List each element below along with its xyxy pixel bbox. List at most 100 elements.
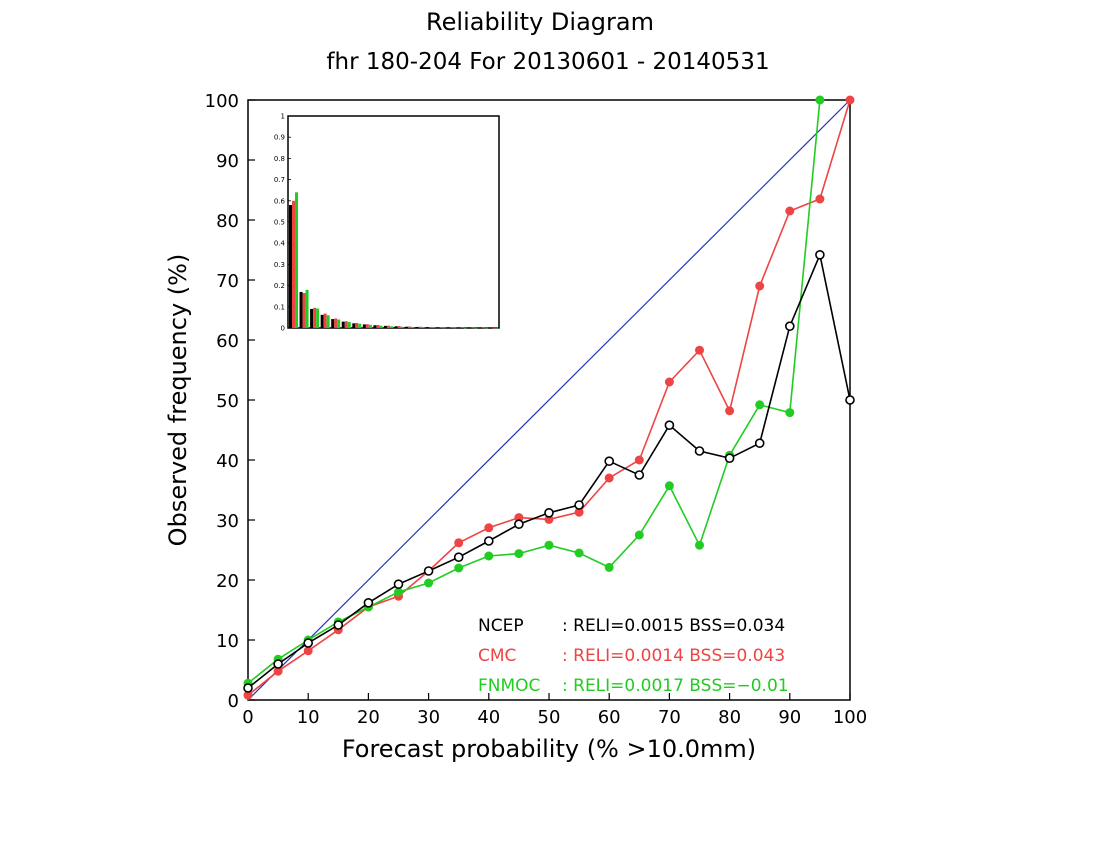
inset-bar-fnmoc xyxy=(326,315,330,328)
inset-y-tick-label: 0.5 xyxy=(274,219,285,227)
legend-stats-cmc: : RELI=0.0014 BSS=0.043 xyxy=(562,646,785,666)
data-point xyxy=(604,456,615,467)
inset-bar-ncep xyxy=(426,327,430,328)
inset-y-tick-label: 0 xyxy=(281,325,285,333)
data-point xyxy=(423,566,434,576)
data-point xyxy=(724,453,735,464)
y-tick-label: 90 xyxy=(216,151,239,172)
x-tick-label: 20 xyxy=(357,707,380,728)
inset-bar-cmc xyxy=(471,327,475,329)
inset-bar-fnmoc xyxy=(337,319,341,328)
inset-bar-fnmoc xyxy=(400,326,404,328)
y-tick-label: 40 xyxy=(216,451,239,472)
inset-bar-fnmoc xyxy=(421,327,425,328)
inset-bar-cmc xyxy=(365,324,369,328)
inset-y-tick-label: 0.4 xyxy=(274,240,286,248)
data-point xyxy=(604,473,614,483)
inset-bar-cmc xyxy=(302,293,306,328)
data-point xyxy=(303,638,314,648)
inset-bar-fnmoc xyxy=(358,323,362,328)
data-point xyxy=(454,563,464,573)
y-tick-label: 100 xyxy=(205,91,239,112)
inset-y-tick-label: 1 xyxy=(281,113,285,121)
data-point xyxy=(514,549,524,559)
data-point xyxy=(514,519,524,530)
inset-bar-fnmoc xyxy=(316,308,320,328)
x-tick-label: 50 xyxy=(538,707,561,728)
inset-y-tick-label: 0.8 xyxy=(274,155,285,163)
inset-y-tick-label: 0.9 xyxy=(274,134,285,142)
inset-bar-ncep xyxy=(405,326,409,328)
data-point xyxy=(815,194,825,204)
x-tick-label: 70 xyxy=(658,707,681,728)
inset-bar-cmc xyxy=(323,313,327,328)
inset-bar-fnmoc xyxy=(495,327,499,329)
inset-bar-cmc xyxy=(334,318,338,328)
data-point xyxy=(634,470,645,480)
inset-bar-ncep xyxy=(341,321,345,328)
data-point xyxy=(394,587,403,597)
x-axis-label: Forecast probability (% >10.0mm) xyxy=(342,735,756,763)
data-point xyxy=(544,540,554,550)
data-point xyxy=(845,95,855,105)
data-point xyxy=(664,481,674,491)
inset-bar-cmc xyxy=(492,327,496,329)
inset-bar-cmc xyxy=(292,200,295,328)
data-point xyxy=(484,523,494,533)
data-point xyxy=(815,250,825,260)
data-point xyxy=(664,377,674,387)
data-point xyxy=(754,438,765,449)
inset-bar-cmc xyxy=(408,326,412,328)
inset-bar-cmc xyxy=(460,327,464,328)
inset-bar-cmc xyxy=(355,322,359,328)
inset-histogram: 0 0.1 0.2 0.3 0.4 0.5 0.6 0.7 0.8 0.9 1 xyxy=(274,113,500,333)
inset-bar-fnmoc xyxy=(305,289,309,328)
data-point xyxy=(785,408,795,418)
data-point xyxy=(453,552,464,563)
inset-bar-ncep xyxy=(310,308,314,328)
x-tick-label: 0 xyxy=(242,707,253,728)
inset-bar-ncep xyxy=(289,205,292,328)
inset-bar-ncep xyxy=(383,325,387,328)
inset-y-tick-label: 0.2 xyxy=(274,282,285,290)
inset-bar-ncep xyxy=(415,326,419,328)
inset-bars xyxy=(289,192,499,329)
inset-y-tick-label: 0.1 xyxy=(274,303,285,311)
x-tick-label: 30 xyxy=(417,707,440,728)
inset-bar-fnmoc xyxy=(453,327,457,329)
inset-bar-fnmoc xyxy=(432,327,436,328)
legend-name-fnmoc: FNMOC xyxy=(478,676,540,696)
data-point xyxy=(544,507,554,518)
inset-bar-ncep xyxy=(457,327,461,329)
inset-y-tick-label: 0.6 xyxy=(274,197,286,205)
series-ncep xyxy=(243,250,855,693)
inset-bar-ncep xyxy=(447,327,451,328)
data-point xyxy=(574,500,584,510)
data-point xyxy=(725,406,735,416)
data-point xyxy=(393,579,404,590)
legend-stats-ncep: : RELI=0.0015 BSS=0.034 xyxy=(562,616,785,636)
inset-bar-cmc xyxy=(450,327,454,328)
data-point xyxy=(483,536,494,546)
inset-bar-fnmoc xyxy=(347,322,351,328)
inset-bar-cmc xyxy=(386,325,390,328)
data-point xyxy=(695,345,704,355)
y-tick-label: 70 xyxy=(216,271,239,292)
y-tick-label: 30 xyxy=(216,511,239,532)
legend-stats-fnmoc: : RELI=0.0017 BSS=−0.01 xyxy=(562,676,789,696)
inset-bar-ncep xyxy=(331,319,335,328)
y-axis: 0 10 20 30 40 50 60 70 80 90 100 xyxy=(205,91,255,712)
inset-bar-ncep xyxy=(468,327,472,329)
data-point xyxy=(784,321,795,332)
inset-bar-cmc xyxy=(439,327,443,328)
data-point xyxy=(574,548,584,558)
inset-bar-fnmoc xyxy=(368,324,372,328)
inset-bar-ncep xyxy=(320,314,324,328)
y-tick-label: 50 xyxy=(216,391,239,412)
y-tick-label: 0 xyxy=(228,691,239,712)
inset-y-tick-label: 0.3 xyxy=(274,261,285,269)
inset-frame xyxy=(287,115,500,329)
inset-bar-fnmoc xyxy=(379,325,383,328)
data-point xyxy=(363,597,374,608)
x-tick-label: 60 xyxy=(598,707,621,728)
